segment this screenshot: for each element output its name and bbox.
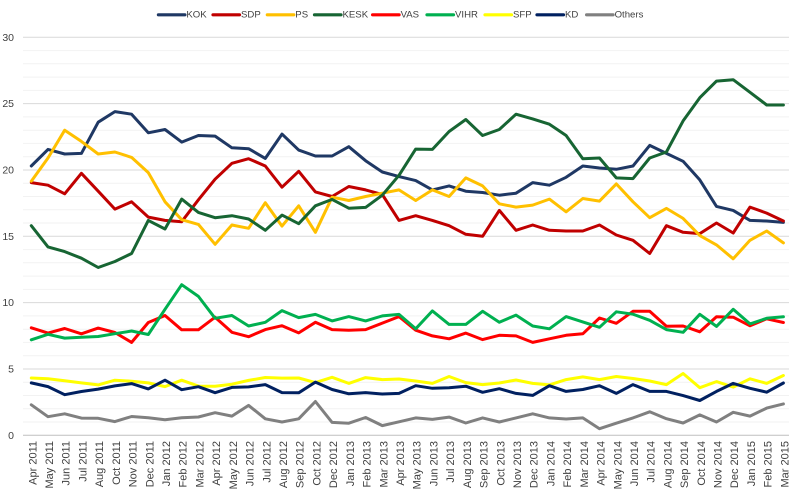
svg-text:Apr 2014: Apr 2014 [596,441,608,486]
svg-text:Jan 2012: Jan 2012 [161,441,173,486]
svg-text:May 2011: May 2011 [44,441,56,489]
svg-text:Mar 2015: Mar 2015 [779,441,791,487]
svg-text:25: 25 [2,98,14,110]
svg-text:KOK: KOK [186,9,207,20]
svg-text:Aug 2013: Aug 2013 [462,441,474,488]
svg-text:KD: KD [565,9,578,20]
svg-text:May 2013: May 2013 [412,441,424,489]
svg-text:Jun 2014: Jun 2014 [629,441,641,486]
svg-text:Apr 2013: Apr 2013 [395,441,407,486]
svg-text:Jul 2012: Jul 2012 [261,441,273,483]
svg-text:Jan 2015: Jan 2015 [746,441,758,486]
svg-text:Nov 2011: Nov 2011 [128,441,140,487]
svg-text:Jul 2013: Jul 2013 [445,441,457,483]
svg-text:Jun 2013: Jun 2013 [428,441,440,486]
svg-text:Oct 2012: Oct 2012 [311,441,323,486]
svg-text:SDP: SDP [241,9,261,20]
svg-text:Aug 2012: Aug 2012 [278,441,290,488]
svg-text:Jul 2014: Jul 2014 [646,441,658,483]
svg-text:Others: Others [615,9,644,20]
svg-text:Mar 2013: Mar 2013 [378,441,390,487]
svg-text:Dec 2012: Dec 2012 [328,441,340,488]
svg-text:Dec 2013: Dec 2013 [529,441,541,488]
svg-text:Nov 2014: Nov 2014 [713,441,725,488]
svg-text:Jun 2011: Jun 2011 [61,441,73,485]
svg-text:0: 0 [8,430,14,442]
svg-text:Feb 2013: Feb 2013 [362,441,374,487]
svg-text:10: 10 [2,297,14,309]
svg-text:May 2014: May 2014 [612,441,624,489]
svg-text:Apr 2012: Apr 2012 [211,441,223,486]
svg-text:Dec 2014: Dec 2014 [729,441,741,488]
svg-text:Mar 2012: Mar 2012 [194,441,206,487]
svg-text:5: 5 [8,364,14,376]
svg-text:Apr 2011: Apr 2011 [27,441,39,485]
svg-text:Jan 2013: Jan 2013 [345,441,357,486]
svg-text:Sep 2013: Sep 2013 [479,441,491,488]
svg-text:30: 30 [2,32,14,44]
svg-text:15: 15 [2,231,14,243]
svg-text:Aug 2014: Aug 2014 [662,441,674,488]
svg-text:Oct 2014: Oct 2014 [696,441,708,486]
svg-text:Jan 2014: Jan 2014 [545,441,557,486]
svg-text:PS: PS [295,9,308,20]
svg-text:SFP: SFP [513,9,532,20]
svg-text:Oct 2013: Oct 2013 [495,441,507,486]
svg-text:Aug 2011: Aug 2011 [94,441,106,487]
svg-text:20: 20 [2,165,14,177]
svg-text:VAS: VAS [401,9,419,20]
svg-text:Sep 2014: Sep 2014 [679,441,691,488]
svg-text:Feb 2015: Feb 2015 [763,441,775,487]
svg-text:Feb 2012: Feb 2012 [178,441,190,487]
svg-text:Feb 2014: Feb 2014 [562,441,574,487]
svg-text:VIHR: VIHR [455,9,478,20]
svg-text:Dec 2011: Dec 2011 [144,441,156,487]
svg-text:KESK: KESK [343,9,369,20]
svg-text:Oct 2011: Oct 2011 [111,441,123,485]
svg-text:May 2012: May 2012 [228,441,240,489]
svg-text:Mar 2014: Mar 2014 [579,441,591,487]
svg-text:Jun 2012: Jun 2012 [245,441,257,486]
svg-text:Sep 2012: Sep 2012 [295,441,307,488]
svg-text:Nov 2013: Nov 2013 [512,441,524,488]
svg-text:Jul 2011: Jul 2011 [77,441,89,482]
